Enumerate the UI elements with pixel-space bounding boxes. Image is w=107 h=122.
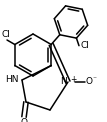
- Text: O: O: [21, 118, 27, 122]
- Text: Cl: Cl: [2, 30, 10, 39]
- Text: +: +: [70, 75, 76, 83]
- Text: ⁻: ⁻: [92, 75, 96, 83]
- Text: N: N: [60, 76, 67, 86]
- Text: O: O: [86, 76, 93, 86]
- Text: Cl: Cl: [81, 41, 90, 50]
- Text: HN: HN: [5, 76, 19, 85]
